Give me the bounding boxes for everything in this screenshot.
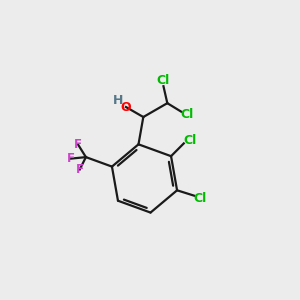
Text: F: F bbox=[76, 163, 84, 176]
Text: H: H bbox=[113, 94, 124, 107]
Text: Cl: Cl bbox=[157, 74, 170, 87]
Text: F: F bbox=[67, 152, 74, 165]
Text: Cl: Cl bbox=[181, 108, 194, 121]
Text: Cl: Cl bbox=[183, 134, 196, 147]
Text: F: F bbox=[74, 138, 82, 151]
Text: Cl: Cl bbox=[194, 192, 207, 205]
Text: O: O bbox=[121, 100, 131, 113]
